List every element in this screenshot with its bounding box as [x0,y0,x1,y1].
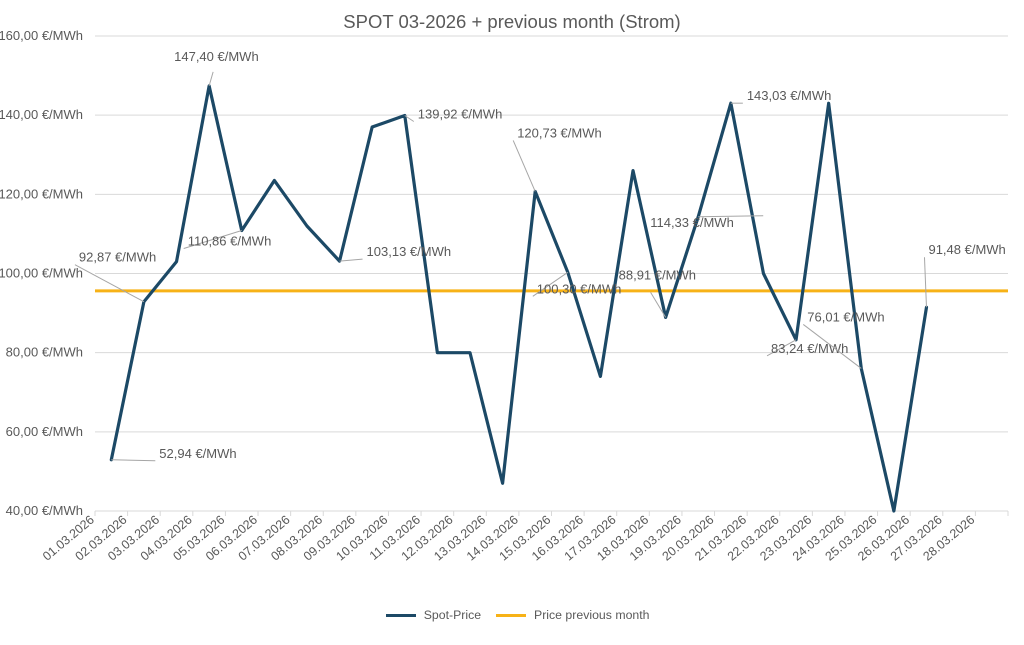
svg-text:100,00 €/MWh: 100,00 €/MWh [0,266,83,281]
svg-text:83,24 €/MWh: 83,24 €/MWh [771,341,848,356]
svg-text:103,13 €/MWh: 103,13 €/MWh [367,244,452,259]
svg-text:100,30 €/MWh: 100,30 €/MWh [537,281,622,296]
svg-text:40,00 €/MWh: 40,00 €/MWh [6,503,83,518]
svg-text:76,01 €/MWh: 76,01 €/MWh [807,309,884,324]
svg-text:88,91 €/MWh: 88,91 €/MWh [619,267,696,282]
svg-text:92,87 €/MWh: 92,87 €/MWh [79,250,156,265]
svg-text:91,48 €/MWh: 91,48 €/MWh [928,242,1005,257]
svg-text:114,33 €/MWh: 114,33 €/MWh [650,215,734,230]
svg-text:120,73 €/MWh: 120,73 €/MWh [517,125,602,140]
svg-text:139,92 €/MWh: 139,92 €/MWh [418,106,503,121]
svg-text:60,00 €/MWh: 60,00 €/MWh [6,424,83,439]
svg-text:143,03 €/MWh: 143,03 €/MWh [747,88,832,103]
svg-text:147,40 €/MWh: 147,40 €/MWh [174,49,259,64]
svg-text:140,00 €/MWh: 140,00 €/MWh [0,107,83,122]
svg-text:110,86 €/MWh: 110,86 €/MWh [188,234,272,249]
svg-text:80,00 €/MWh: 80,00 €/MWh [6,345,83,360]
svg-text:52,94 €/MWh: 52,94 €/MWh [159,446,236,461]
svg-text:120,00 €/MWh: 120,00 €/MWh [0,186,83,201]
